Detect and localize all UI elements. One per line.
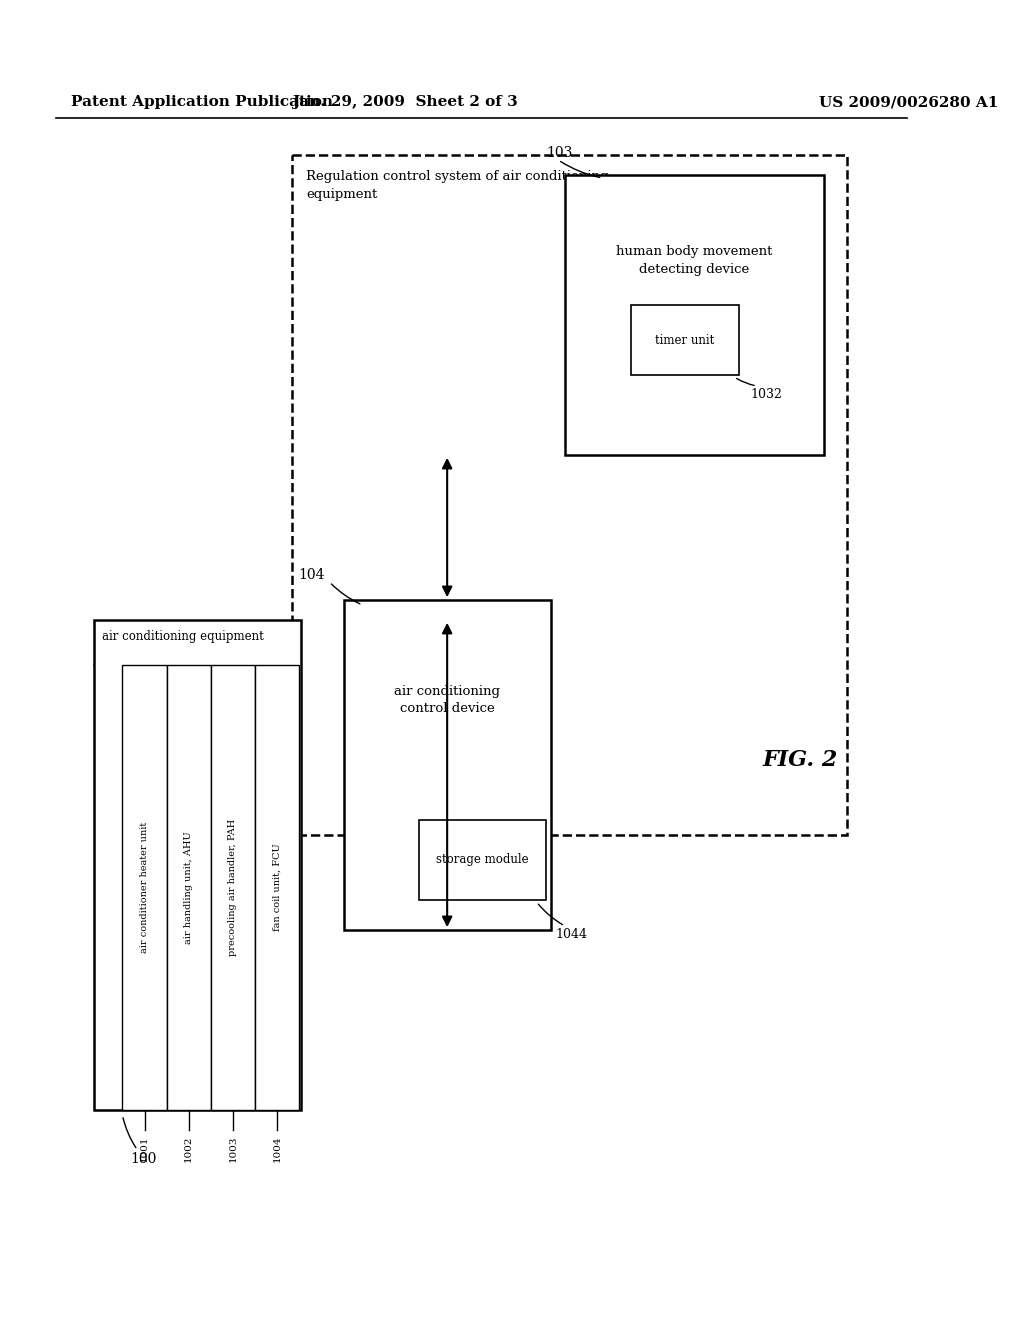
Text: 1002: 1002 — [184, 1135, 194, 1162]
Bar — [631, 305, 739, 375]
Text: 1001: 1001 — [140, 1135, 150, 1162]
Text: air handling unit, AHU: air handling unit, AHU — [184, 832, 194, 944]
Bar — [211, 665, 255, 1110]
Text: US 2009/0026280 A1: US 2009/0026280 A1 — [819, 95, 998, 110]
Text: 103: 103 — [546, 147, 572, 160]
Text: timer unit: timer unit — [655, 334, 715, 346]
Text: air conditioning
control device: air conditioning control device — [394, 685, 500, 715]
Text: 1032: 1032 — [751, 388, 782, 401]
Text: air conditioner heater unit: air conditioner heater unit — [140, 822, 150, 953]
Text: 1044: 1044 — [555, 928, 588, 941]
Text: fan coil unit, FCU: fan coil unit, FCU — [272, 843, 282, 932]
Text: storage module: storage module — [436, 854, 528, 866]
Bar — [94, 620, 301, 1110]
Text: FIG. 2: FIG. 2 — [763, 748, 838, 771]
Text: Regulation control system of air conditioning
equipment: Regulation control system of air conditi… — [306, 170, 608, 201]
Text: 1003: 1003 — [228, 1135, 238, 1162]
Bar — [344, 601, 551, 931]
Text: air conditioning equipment: air conditioning equipment — [101, 630, 263, 643]
Bar — [255, 665, 299, 1110]
Text: 100: 100 — [130, 1152, 157, 1166]
Text: precooling air handler, PAH: precooling air handler, PAH — [228, 818, 238, 956]
Bar — [123, 665, 167, 1110]
Bar — [565, 176, 823, 455]
Bar — [167, 665, 211, 1110]
Text: 104: 104 — [298, 568, 325, 582]
Text: 1004: 1004 — [272, 1135, 282, 1162]
Text: 10: 10 — [251, 783, 268, 797]
Text: human body movement
detecting device: human body movement detecting device — [615, 244, 772, 276]
Bar — [292, 154, 847, 836]
Text: Jan. 29, 2009  Sheet 2 of 3: Jan. 29, 2009 Sheet 2 of 3 — [292, 95, 518, 110]
Text: Patent Application Publication: Patent Application Publication — [71, 95, 333, 110]
Bar — [419, 820, 546, 900]
